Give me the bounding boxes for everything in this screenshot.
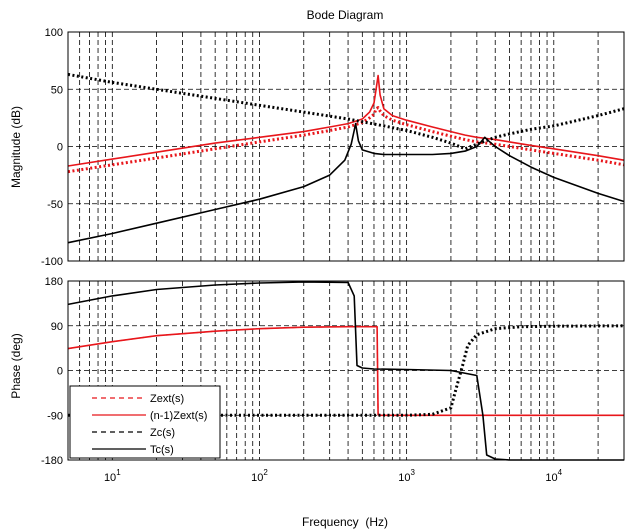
y-tick-label: 0 xyxy=(57,142,63,154)
y-tick-label: 0 xyxy=(57,366,63,378)
magnitude-ylabel: Magnitude (dB) xyxy=(9,106,23,188)
series-line-zext-s xyxy=(67,106,625,174)
y-tick-label: 180 xyxy=(45,276,63,288)
phase-ylabel: Phase (deg) xyxy=(9,333,23,398)
series-line-zc-s xyxy=(68,324,625,417)
legend-entry: Tc(s) xyxy=(150,444,174,456)
legend: Zext(s) (n-1)Zext(s) Zc(s) Tc(s) xyxy=(69,385,221,459)
y-tick-label: 100 xyxy=(45,27,63,39)
x-tick-label: 101 xyxy=(104,468,121,484)
y-tick-label: -100 xyxy=(41,256,63,268)
x-tick-label: 103 xyxy=(398,468,415,484)
axes-box xyxy=(67,31,625,262)
y-tick-label: 90 xyxy=(51,321,63,333)
legend-entry: Zext(s) xyxy=(150,393,184,405)
legend-entry: (n-1)Zext(s) xyxy=(150,410,207,422)
legend-box xyxy=(69,385,221,459)
series-line-n-1-zext-s xyxy=(67,74,625,167)
series-line-tc-s xyxy=(67,122,625,244)
y-tick-label: -50 xyxy=(47,199,63,211)
frequency-xlabel: Frequency (Hz) xyxy=(302,515,388,529)
series-line-zc-s xyxy=(67,72,625,151)
x-tick-label: 102 xyxy=(251,468,268,484)
chart-title: Bode Diagram xyxy=(307,8,384,22)
series-line-n-1-zext-s xyxy=(67,325,624,417)
y-tick-label: -180 xyxy=(41,455,63,467)
series-line-tc-s xyxy=(67,281,624,461)
magnitude-panel: 100 50 0 -50 -100 xyxy=(41,27,625,268)
legend-entry: Zc(s) xyxy=(150,427,175,439)
y-tick-label: -90 xyxy=(47,410,63,422)
y-tick-label: 50 xyxy=(51,84,63,96)
x-tick-label: 104 xyxy=(545,468,562,484)
phase-panel: 180 90 0 -90 -180 101 102 103 104 Zext(s) (n-1)Zex… xyxy=(41,276,625,484)
axes-box xyxy=(67,280,625,461)
